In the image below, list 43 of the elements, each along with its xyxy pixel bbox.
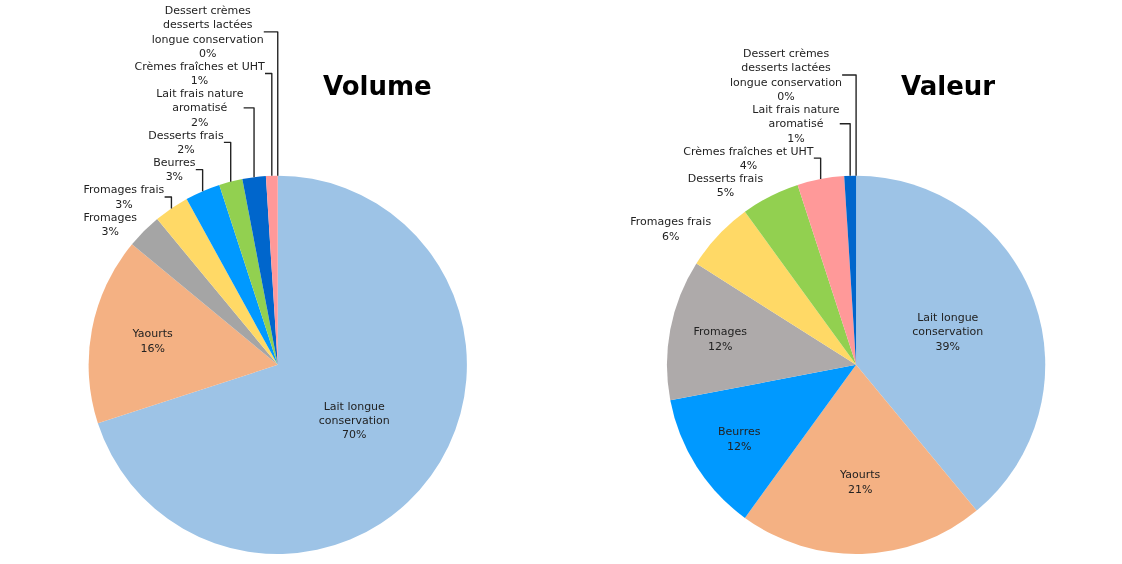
category-label: Dessert crèmes desserts lactées longue conservation [730, 47, 843, 89]
data-label: 12% [727, 439, 752, 453]
data-label: 39% [935, 339, 960, 353]
data-label: 3% [115, 197, 133, 211]
slice-label: Beurres [718, 425, 761, 439]
data-label: 3% [101, 224, 119, 238]
text: 0% [198, 46, 217, 60]
data-label: 70% [342, 428, 367, 442]
slice-label: Lait frais nature aromatisé [156, 87, 244, 115]
pie-slice [242, 176, 278, 365]
slice-label: Lait frais nature aromatisé [752, 102, 840, 131]
data-label: 1% [787, 131, 805, 145]
pie-slice [186, 184, 278, 365]
pie-slice [667, 263, 857, 401]
chart-title: Volume [323, 71, 432, 101]
data-label: 2% [191, 115, 209, 129]
data-label: 21% [847, 482, 873, 496]
slice-label: Yaourts [839, 468, 881, 482]
slice-label: Desserts frais [687, 171, 764, 185]
data-label: 1% [190, 74, 209, 88]
pie-slice [797, 176, 857, 365]
slice-label: Beurres [153, 156, 196, 170]
chart-title: Valeur [901, 71, 996, 101]
data-label: 3% [165, 170, 184, 184]
slice-label: Fromages [83, 210, 138, 224]
slice-label: Lait longue conservation [912, 311, 984, 339]
data-label: 2% [177, 143, 195, 157]
slice-label: Lait longue conservation [318, 399, 390, 427]
data-label: 4% [739, 158, 758, 172]
slice-label: Desserts frais [148, 128, 224, 142]
pie-slice [88, 244, 278, 424]
text: 0% [777, 89, 795, 103]
data-label: 16% [140, 341, 165, 355]
data-label: 12% [707, 339, 733, 353]
slice-label: Fromages frais [630, 215, 712, 229]
data-label: 5% [716, 186, 735, 200]
slice-label: Yaourts [131, 327, 174, 341]
data-label: 6% [661, 229, 680, 243]
slice-label: Fromages [693, 325, 748, 339]
category-label: Dessert crèmes desserts lactées longue conservation [151, 3, 264, 46]
slice-label: Crèmes fraîches et UHT [134, 59, 265, 73]
slice-label: Fromages frais [83, 183, 165, 197]
slice-label: Crèmes fraîches et UHT [683, 144, 814, 158]
